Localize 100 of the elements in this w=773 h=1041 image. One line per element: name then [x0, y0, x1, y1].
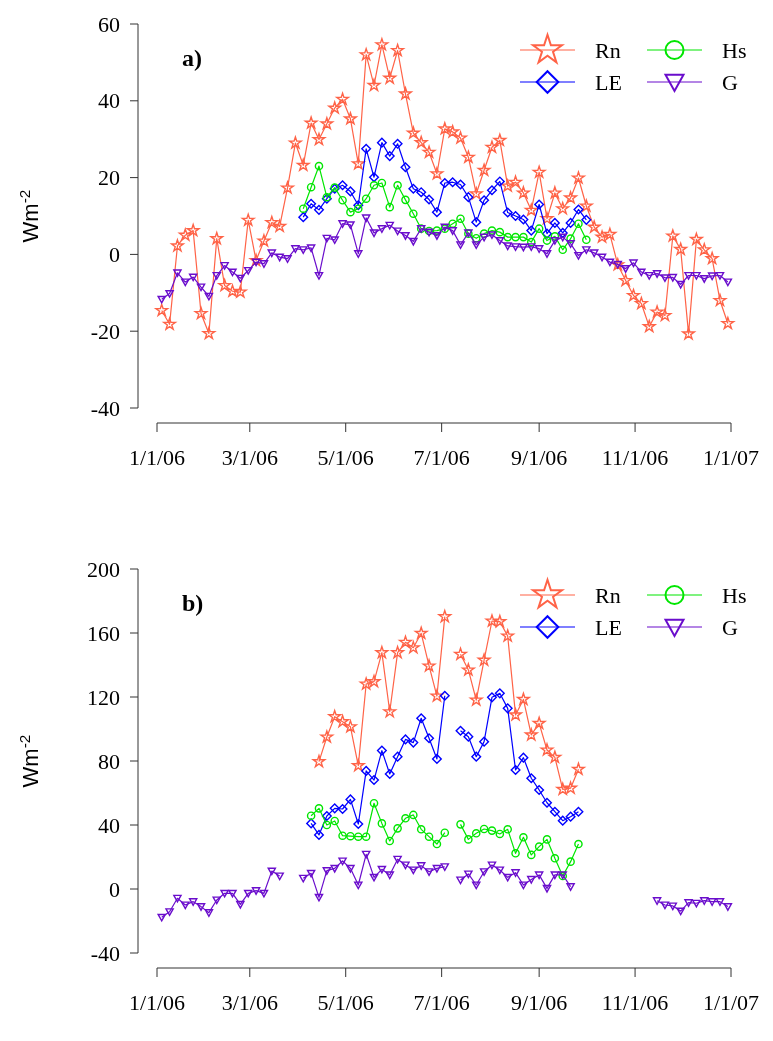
point: [526, 773, 537, 784]
point: [409, 866, 418, 875]
point: [581, 214, 592, 225]
point: [479, 736, 490, 747]
point: [369, 775, 380, 786]
point: [471, 829, 481, 838]
point: [345, 794, 356, 805]
legend-label: Rn: [595, 37, 621, 63]
point: [353, 832, 363, 841]
point: [314, 161, 324, 171]
legend-label: LE: [595, 69, 622, 95]
point: [312, 754, 326, 768]
point: [384, 768, 395, 779]
point: [549, 806, 560, 817]
point: [431, 207, 442, 218]
point: [298, 204, 308, 213]
point: [526, 875, 536, 884]
point: [524, 728, 538, 741]
point: [204, 909, 214, 917]
point: [416, 862, 426, 870]
point: [377, 178, 387, 188]
point: [501, 629, 515, 642]
point: [385, 202, 395, 212]
y-tick-label: -40: [90, 395, 120, 421]
point: [542, 835, 552, 844]
point: [556, 782, 570, 795]
point: [275, 872, 284, 881]
point: [518, 214, 529, 225]
legend-label: Hs: [722, 37, 747, 63]
point: [306, 811, 316, 821]
point: [541, 228, 553, 239]
point: [408, 183, 419, 194]
point: [510, 210, 521, 222]
point: [574, 839, 583, 849]
point: [422, 659, 436, 672]
point: [518, 752, 529, 763]
point: [328, 709, 342, 723]
point: [479, 868, 489, 877]
point: [566, 234, 575, 243]
point: [456, 214, 465, 223]
point: [392, 138, 403, 149]
point: [406, 640, 420, 654]
y-tick-label: -40: [90, 940, 120, 966]
point: [424, 868, 434, 877]
point: [361, 850, 371, 859]
point: [582, 235, 591, 245]
x-tick-label: 11/1/06: [601, 990, 669, 1015]
point: [392, 751, 403, 762]
point: [338, 831, 347, 841]
point: [346, 864, 355, 873]
point: [485, 614, 499, 627]
point: [503, 873, 512, 882]
point: [409, 810, 418, 820]
point: [322, 867, 332, 875]
point: [236, 900, 245, 909]
point: [479, 195, 490, 206]
y-tick-label: 40: [98, 812, 120, 838]
point: [375, 645, 389, 659]
point: [461, 663, 475, 676]
point: [550, 871, 560, 880]
point: [534, 224, 544, 233]
point: [463, 731, 474, 742]
point: [668, 902, 678, 911]
point: [692, 899, 701, 908]
point: [502, 207, 513, 218]
point: [329, 803, 340, 814]
point: [416, 187, 427, 198]
point: [526, 225, 537, 236]
point: [306, 869, 316, 878]
point: [385, 871, 395, 880]
y-tick-label: 120: [87, 684, 120, 710]
point: [464, 835, 473, 844]
x-tick-label: 1/1/06: [128, 990, 186, 1015]
point: [557, 815, 568, 826]
point: [511, 849, 520, 858]
point: [699, 897, 709, 905]
point: [440, 863, 450, 872]
point: [516, 692, 530, 706]
point: [338, 195, 347, 205]
point: [510, 764, 521, 775]
point: [313, 204, 324, 215]
x-tick-label: 7/1/06: [413, 990, 470, 1015]
point: [361, 143, 372, 154]
x-tick-label: 7/1/06: [413, 445, 470, 470]
point: [353, 881, 363, 890]
y-tick-label: 80: [98, 748, 120, 774]
point: [455, 179, 466, 190]
point: [511, 232, 520, 242]
point: [494, 688, 505, 699]
legend-label: Rn: [595, 582, 621, 608]
point: [345, 186, 356, 197]
point: [306, 818, 317, 829]
point: [676, 907, 685, 916]
y-tick-label: 200: [87, 556, 120, 582]
point: [684, 899, 693, 907]
point: [306, 182, 316, 192]
point: [534, 842, 544, 851]
y-tick-label: 160: [87, 620, 120, 646]
point: [723, 903, 733, 911]
point: [377, 819, 387, 828]
